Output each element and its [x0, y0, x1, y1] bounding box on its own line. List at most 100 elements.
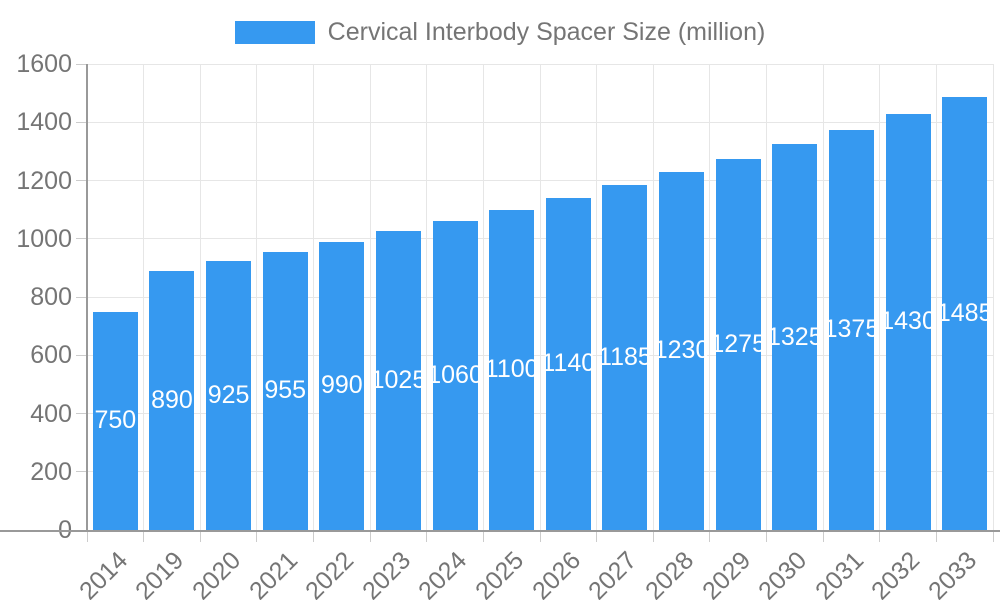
- bar-value-label: 955: [264, 376, 307, 405]
- bar: [659, 171, 705, 530]
- y-tick: [76, 63, 87, 65]
- x-axis-tick-label: 2025: [470, 546, 530, 600]
- x-axis-tick-label: 2029: [696, 546, 756, 600]
- x-gridline: [992, 64, 994, 530]
- bar-value-label: 750: [94, 406, 137, 435]
- bar-value-label: 1430: [880, 307, 936, 336]
- legend-label: Cervical Interbody Spacer Size (million): [327, 18, 766, 46]
- bar-value-label: 890: [151, 385, 193, 414]
- bar: [149, 270, 195, 530]
- bar: [92, 311, 138, 530]
- x-gridline: [709, 64, 711, 530]
- bar-value-label: 1375: [823, 315, 880, 344]
- x-axis-tick-label: 2014: [73, 546, 133, 600]
- x-tick: [369, 532, 371, 542]
- x-axis-tick-label: 2033: [923, 546, 983, 600]
- x-gridline: [199, 64, 201, 530]
- x-gridline: [143, 64, 145, 530]
- x-gridline: [935, 64, 937, 530]
- x-gridline: [766, 64, 767, 530]
- legend: Cervical Interbody Spacer Size (million): [0, 19, 1000, 46]
- x-tick: [256, 532, 258, 542]
- legend-swatch-icon: [234, 21, 315, 44]
- x-axis-tick-label: 2028: [639, 546, 700, 600]
- x-gridline: [426, 64, 428, 530]
- x-gridline: [879, 64, 881, 530]
- y-axis-tick-label: 1200: [16, 166, 72, 195]
- x-axis-tick-label: 2021: [243, 546, 303, 600]
- x-axis-line: [0, 530, 1000, 532]
- bar: [715, 158, 761, 530]
- x-axis-tick-label: 2024: [413, 546, 473, 600]
- y-axis-tick-label: 1000: [16, 224, 72, 253]
- bar: [206, 260, 252, 530]
- x-axis-tick-label: 2027: [583, 546, 643, 600]
- x-gridline: [539, 64, 541, 530]
- bar: [489, 209, 535, 530]
- x-gridline: [596, 64, 598, 530]
- bar-value-label: 1140: [541, 349, 596, 378]
- y-axis-tick-label: 800: [30, 283, 72, 311]
- y-axis-tick-label: 600: [30, 341, 72, 370]
- x-tick: [313, 532, 314, 542]
- x-tick: [709, 532, 711, 542]
- bar-value-label: 925: [207, 380, 250, 409]
- x-tick: [539, 532, 541, 542]
- y-tick: [76, 354, 87, 356]
- y-axis-line: [85, 64, 88, 532]
- x-tick: [992, 532, 994, 542]
- bar-value-label: 1275: [710, 329, 766, 358]
- x-gridline: [369, 64, 371, 530]
- x-tick: [482, 532, 484, 542]
- x-tick: [935, 532, 937, 542]
- x-gridline: [256, 64, 258, 530]
- y-tick: [76, 471, 87, 473]
- legend-item[interactable]: Cervical Interbody Spacer Size (million): [234, 18, 766, 46]
- x-axis-tick-label: 2022: [300, 546, 360, 600]
- x-axis-tick-label: 2019: [130, 546, 190, 600]
- bar: [885, 113, 931, 530]
- x-axis-tick-label: 2023: [356, 546, 416, 600]
- x-tick: [652, 532, 654, 542]
- x-axis-tick-label: 2026: [526, 546, 586, 600]
- x-tick: [199, 532, 201, 542]
- bar: [319, 241, 365, 530]
- y-axis-tick-label: 1600: [16, 50, 72, 78]
- bar-value-label: 1100: [484, 355, 539, 384]
- y-tick: [76, 413, 87, 414]
- x-gridline: [313, 64, 314, 530]
- bar: [545, 197, 591, 530]
- bar: [375, 231, 421, 530]
- bar-value-label: 1185: [598, 342, 652, 371]
- x-tick: [86, 532, 88, 542]
- y-axis-tick-label: 400: [30, 399, 72, 428]
- bar-value-label: 1060: [427, 361, 483, 390]
- bar-value-label: 1325: [767, 322, 823, 351]
- y-axis-tick-label: 1400: [16, 108, 72, 137]
- x-tick: [879, 532, 881, 542]
- x-tick: [596, 532, 598, 542]
- bar: [432, 221, 478, 530]
- x-axis-tick-label: 2031: [809, 546, 869, 600]
- bar-value-label: 1230: [653, 336, 710, 365]
- x-tick: [143, 532, 145, 542]
- x-tick: [426, 532, 428, 542]
- bar: [602, 184, 648, 530]
- bar: [942, 97, 988, 530]
- x-gridline: [822, 64, 824, 530]
- bar-value-label: 990: [320, 371, 363, 400]
- y-tick: [76, 121, 87, 123]
- y-tick: [76, 180, 87, 181]
- y-tick: [76, 296, 87, 298]
- x-gridline: [482, 64, 484, 530]
- x-tick: [766, 532, 767, 542]
- bar: [772, 144, 818, 530]
- x-axis-tick-label: 2030: [753, 546, 813, 600]
- bar-value-label: 1025: [370, 366, 427, 395]
- bar-value-label: 1485: [936, 299, 993, 328]
- y-axis-tick-label: 200: [30, 457, 72, 486]
- x-tick: [822, 532, 824, 542]
- y-tick: [76, 238, 87, 240]
- bar: [828, 129, 874, 530]
